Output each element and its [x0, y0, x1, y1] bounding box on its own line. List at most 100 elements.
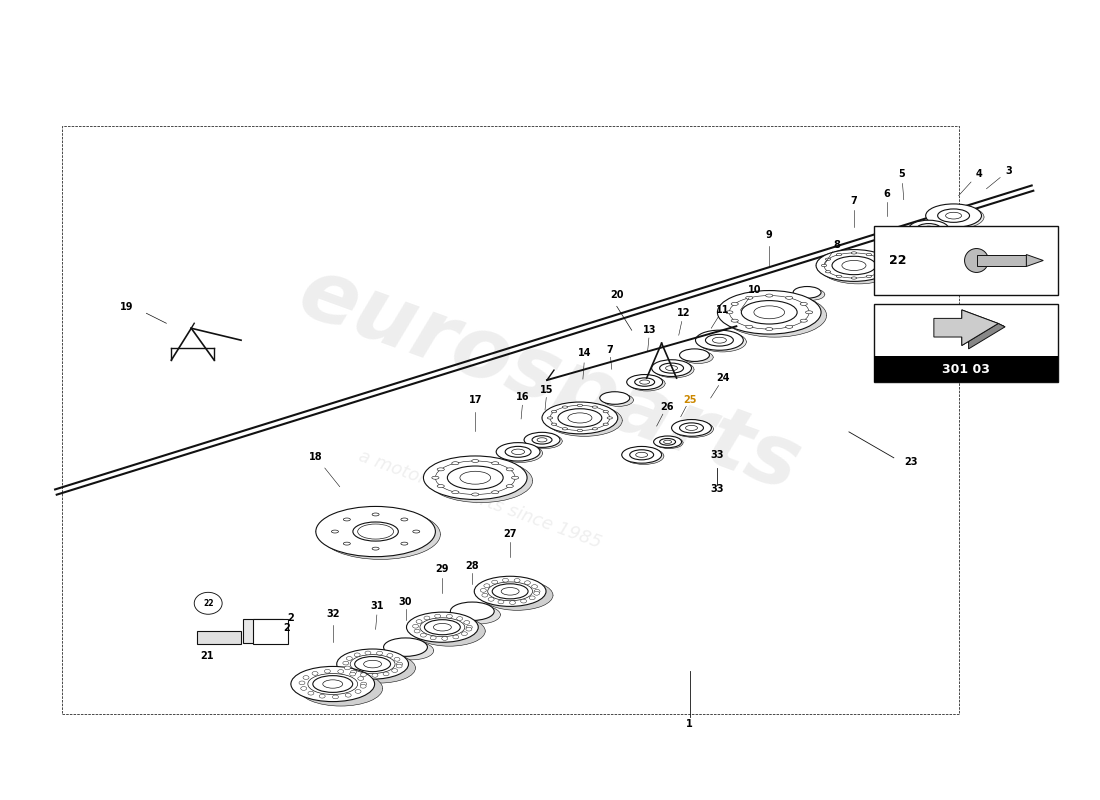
Ellipse shape	[603, 423, 608, 426]
Polygon shape	[961, 310, 1005, 327]
Ellipse shape	[654, 361, 694, 378]
Ellipse shape	[464, 621, 470, 624]
Bar	[873, 356, 1058, 382]
Text: 23: 23	[904, 457, 917, 466]
Ellipse shape	[551, 410, 557, 413]
Ellipse shape	[624, 448, 664, 465]
Ellipse shape	[452, 490, 459, 494]
Ellipse shape	[456, 617, 463, 621]
Ellipse shape	[894, 234, 922, 246]
Ellipse shape	[507, 448, 534, 458]
Ellipse shape	[708, 336, 736, 348]
Text: 21: 21	[200, 651, 213, 661]
Ellipse shape	[698, 332, 746, 352]
Ellipse shape	[562, 406, 568, 408]
Ellipse shape	[680, 349, 710, 362]
Ellipse shape	[578, 430, 583, 432]
Ellipse shape	[498, 444, 542, 462]
Ellipse shape	[360, 684, 366, 688]
Ellipse shape	[534, 591, 540, 595]
Text: 24: 24	[716, 373, 730, 383]
Polygon shape	[1026, 254, 1043, 266]
Ellipse shape	[695, 330, 744, 350]
Text: 18: 18	[309, 452, 322, 462]
Ellipse shape	[376, 651, 383, 655]
Text: 6: 6	[883, 189, 890, 198]
Ellipse shape	[866, 275, 871, 278]
Ellipse shape	[412, 530, 420, 533]
Text: 17: 17	[469, 395, 482, 405]
Ellipse shape	[836, 275, 842, 278]
Ellipse shape	[666, 366, 678, 370]
Bar	[197, 631, 241, 644]
Ellipse shape	[537, 438, 547, 442]
Text: 7: 7	[850, 196, 857, 206]
Ellipse shape	[384, 638, 428, 656]
Ellipse shape	[350, 672, 355, 676]
Text: 22: 22	[202, 598, 213, 608]
Ellipse shape	[506, 468, 514, 471]
Ellipse shape	[496, 442, 540, 461]
Ellipse shape	[482, 594, 487, 597]
Ellipse shape	[358, 524, 394, 539]
Ellipse shape	[821, 252, 896, 284]
Text: a motor for parts since 1985: a motor for parts since 1985	[356, 447, 604, 552]
Text: 27: 27	[504, 529, 517, 538]
Ellipse shape	[364, 660, 382, 668]
Text: 31: 31	[371, 602, 384, 611]
Ellipse shape	[503, 578, 508, 582]
Ellipse shape	[502, 587, 519, 595]
Ellipse shape	[660, 438, 675, 446]
Ellipse shape	[396, 662, 403, 666]
Ellipse shape	[726, 310, 733, 314]
Ellipse shape	[387, 654, 393, 658]
Text: 15: 15	[540, 385, 553, 395]
Ellipse shape	[316, 506, 436, 557]
Bar	[977, 254, 1026, 266]
Text: 12: 12	[676, 308, 691, 318]
Ellipse shape	[660, 363, 683, 373]
Ellipse shape	[535, 437, 554, 446]
Ellipse shape	[343, 518, 350, 521]
Ellipse shape	[420, 634, 427, 637]
Ellipse shape	[337, 649, 408, 679]
Ellipse shape	[881, 264, 887, 266]
Ellipse shape	[481, 580, 553, 610]
Text: 16: 16	[516, 392, 530, 402]
Text: 28: 28	[465, 562, 480, 571]
Text: 7: 7	[606, 345, 613, 355]
Ellipse shape	[713, 338, 726, 343]
Ellipse shape	[568, 413, 592, 423]
Ellipse shape	[551, 423, 557, 426]
Ellipse shape	[632, 451, 656, 461]
Ellipse shape	[653, 436, 682, 448]
Ellipse shape	[452, 462, 459, 465]
Ellipse shape	[512, 476, 519, 479]
Ellipse shape	[705, 334, 734, 346]
Text: 26: 26	[660, 402, 673, 412]
Ellipse shape	[877, 270, 882, 273]
Ellipse shape	[926, 204, 981, 227]
Ellipse shape	[754, 306, 784, 318]
Ellipse shape	[498, 600, 504, 604]
Text: 301 03: 301 03	[942, 362, 990, 376]
Ellipse shape	[793, 286, 821, 298]
Ellipse shape	[663, 440, 672, 443]
Text: 25: 25	[683, 395, 696, 405]
Ellipse shape	[299, 671, 383, 706]
Text: 8: 8	[834, 239, 840, 250]
Ellipse shape	[308, 691, 314, 695]
Ellipse shape	[414, 629, 420, 633]
Ellipse shape	[492, 462, 498, 465]
Ellipse shape	[466, 627, 472, 631]
Ellipse shape	[746, 326, 752, 328]
Text: 32: 32	[326, 610, 340, 619]
Ellipse shape	[312, 671, 318, 675]
Text: 2: 2	[287, 614, 295, 623]
Ellipse shape	[766, 294, 773, 297]
Ellipse shape	[425, 620, 460, 634]
Ellipse shape	[640, 380, 650, 384]
Ellipse shape	[525, 581, 530, 585]
Ellipse shape	[355, 690, 361, 694]
Ellipse shape	[383, 672, 389, 676]
